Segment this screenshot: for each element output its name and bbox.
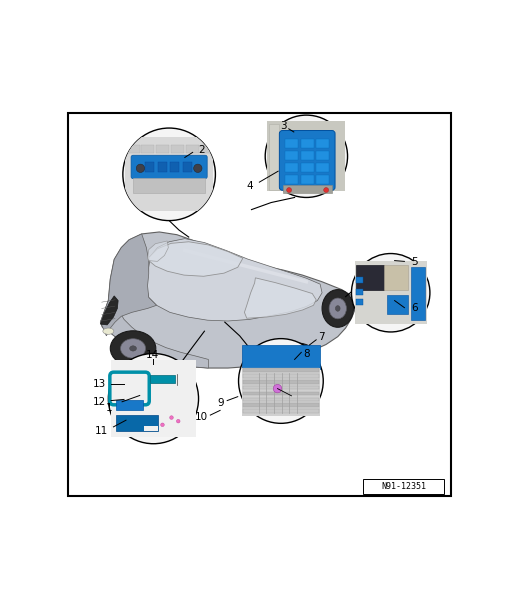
Bar xyxy=(126,145,139,154)
Polygon shape xyxy=(244,278,316,318)
Bar xyxy=(242,380,318,384)
Bar xyxy=(242,368,318,371)
Circle shape xyxy=(265,115,347,197)
Bar xyxy=(144,426,158,431)
Bar xyxy=(242,374,318,377)
Bar xyxy=(356,289,363,295)
Bar xyxy=(185,145,198,154)
Text: N91-12351: N91-12351 xyxy=(380,482,425,491)
Circle shape xyxy=(161,423,164,426)
Ellipse shape xyxy=(322,289,352,327)
Text: 11: 11 xyxy=(95,426,108,436)
Bar xyxy=(300,163,313,172)
Polygon shape xyxy=(100,232,355,368)
Bar xyxy=(116,400,142,410)
Text: 5: 5 xyxy=(410,257,417,267)
Bar xyxy=(116,415,158,431)
Bar xyxy=(157,162,167,172)
Bar xyxy=(111,361,196,437)
Bar xyxy=(300,139,313,148)
Bar xyxy=(145,162,154,172)
Bar xyxy=(284,151,297,160)
Circle shape xyxy=(286,188,291,192)
Ellipse shape xyxy=(284,350,308,367)
Text: 3: 3 xyxy=(280,121,286,131)
Text: 2: 2 xyxy=(197,145,204,156)
Circle shape xyxy=(176,419,180,423)
Ellipse shape xyxy=(293,356,299,361)
Bar xyxy=(282,185,331,192)
Ellipse shape xyxy=(129,346,136,351)
Bar xyxy=(242,386,318,390)
Text: 9: 9 xyxy=(217,397,224,408)
Polygon shape xyxy=(100,234,156,336)
Text: 12: 12 xyxy=(92,397,106,407)
Bar xyxy=(242,397,318,402)
Polygon shape xyxy=(100,296,118,325)
Polygon shape xyxy=(146,239,322,321)
Bar xyxy=(284,139,297,148)
Bar xyxy=(410,267,424,320)
Ellipse shape xyxy=(120,339,145,358)
Bar xyxy=(156,145,169,154)
Bar xyxy=(284,175,297,185)
Bar xyxy=(268,124,278,190)
Bar xyxy=(300,175,313,185)
FancyBboxPatch shape xyxy=(131,155,207,178)
Circle shape xyxy=(273,384,281,393)
FancyBboxPatch shape xyxy=(279,130,334,191)
Text: 14: 14 xyxy=(146,350,159,361)
Bar xyxy=(133,178,205,193)
Bar xyxy=(241,368,319,415)
Bar xyxy=(363,479,443,493)
Bar xyxy=(300,151,313,160)
Text: 4: 4 xyxy=(246,181,252,191)
Bar xyxy=(149,374,174,383)
Ellipse shape xyxy=(103,328,114,334)
Bar xyxy=(267,121,345,191)
Circle shape xyxy=(108,353,198,444)
Circle shape xyxy=(123,128,215,221)
Polygon shape xyxy=(100,287,208,368)
Circle shape xyxy=(351,253,429,332)
Circle shape xyxy=(136,164,144,172)
Bar xyxy=(316,175,329,185)
Text: 13: 13 xyxy=(92,379,106,389)
Ellipse shape xyxy=(328,298,346,319)
Ellipse shape xyxy=(335,306,339,311)
Text: 6: 6 xyxy=(410,303,417,314)
Polygon shape xyxy=(147,241,168,261)
Bar xyxy=(284,163,297,172)
Bar xyxy=(356,298,363,305)
Bar xyxy=(356,265,383,289)
Circle shape xyxy=(323,188,328,192)
Ellipse shape xyxy=(275,343,318,374)
Bar xyxy=(170,162,179,172)
Polygon shape xyxy=(148,242,242,276)
Bar xyxy=(242,409,318,413)
Bar xyxy=(200,145,213,154)
Circle shape xyxy=(193,164,201,172)
Bar xyxy=(242,403,318,407)
Bar xyxy=(183,162,192,172)
Bar xyxy=(241,344,319,369)
Circle shape xyxy=(238,339,323,423)
Bar xyxy=(171,145,184,154)
Text: 1: 1 xyxy=(106,403,113,414)
Bar xyxy=(386,295,408,314)
Bar xyxy=(316,163,329,172)
Bar xyxy=(356,277,363,283)
Text: 10: 10 xyxy=(194,412,208,423)
Bar xyxy=(242,391,318,396)
Bar xyxy=(384,265,407,289)
Text: 8: 8 xyxy=(302,349,309,359)
Bar xyxy=(354,261,426,324)
Bar xyxy=(125,137,213,211)
Bar xyxy=(316,139,329,148)
Bar xyxy=(141,145,154,154)
Circle shape xyxy=(169,415,173,419)
Bar xyxy=(316,151,329,160)
Text: 7: 7 xyxy=(317,332,324,342)
Ellipse shape xyxy=(110,331,156,366)
